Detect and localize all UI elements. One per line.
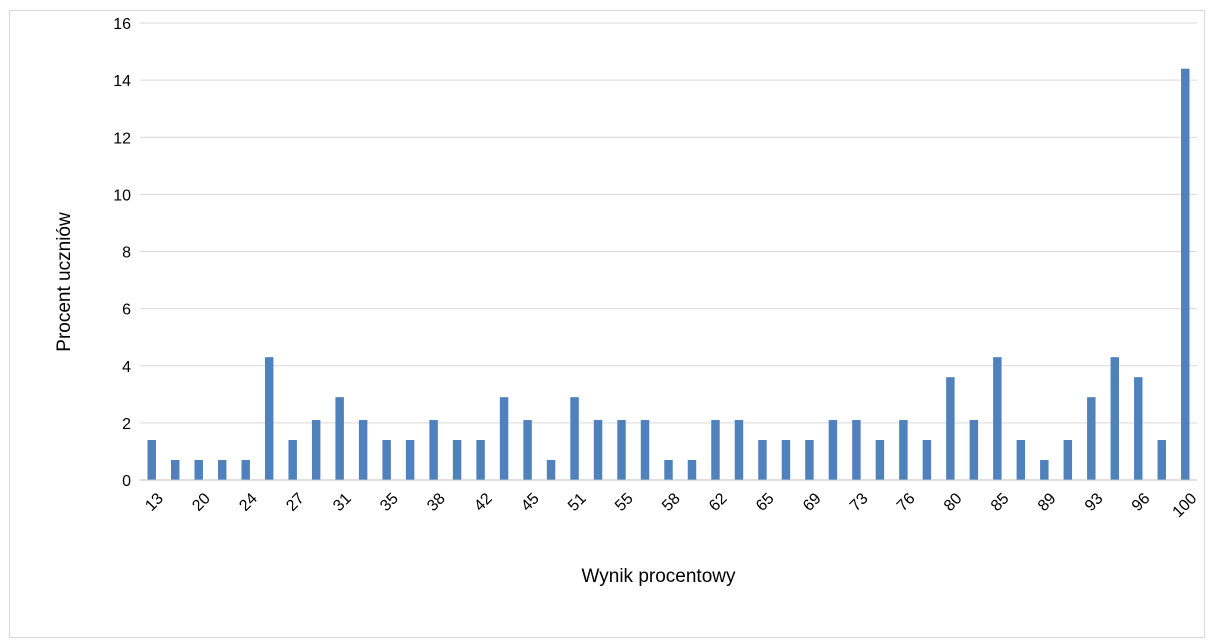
y-tick-label: 16: [113, 16, 131, 33]
gridlines: [140, 22, 1197, 424]
bar: [570, 397, 579, 480]
y-tick-label: 4: [122, 359, 131, 376]
bar: [946, 377, 955, 480]
bar: [499, 397, 509, 480]
x-tick-label: 27: [283, 490, 308, 515]
bar: [993, 357, 1002, 480]
bar: [781, 440, 791, 480]
x-tick-label: 80: [941, 490, 966, 515]
bar: [617, 420, 626, 480]
bar: [1157, 440, 1166, 480]
x-tick-label: 85: [988, 490, 1013, 515]
x-tick-label: 58: [659, 490, 684, 515]
x-tick-label: 65: [753, 490, 778, 515]
bar: [241, 460, 250, 480]
x-tick-label: 20: [189, 490, 214, 515]
bar: [194, 460, 203, 480]
y-axis-tick-labels: 0 2 4 6 8 10 12 14 16: [113, 16, 131, 490]
bar: [758, 440, 767, 480]
x-tick-label: 24: [236, 490, 261, 515]
x-tick-label: 73: [847, 490, 872, 515]
chart-frame: [9, 10, 1205, 638]
bar: [664, 460, 673, 480]
bar: [1134, 377, 1143, 480]
x-axis-title: Wynik procentowy: [582, 566, 736, 587]
x-tick-label: 96: [1129, 490, 1154, 515]
bar: [476, 440, 485, 480]
bar: [1110, 357, 1120, 480]
bar: [335, 397, 344, 480]
y-tick-label: 12: [113, 130, 131, 147]
y-tick-label: 6: [122, 302, 131, 319]
bar: [1087, 397, 1096, 480]
bar: [899, 420, 908, 480]
x-tick-label: 76: [894, 490, 919, 515]
y-tick-label: 2: [122, 416, 131, 433]
bar: [171, 460, 180, 480]
y-tick-label: 10: [113, 187, 131, 204]
x-tick-label: 51: [565, 490, 590, 515]
bar: [147, 440, 156, 480]
bar: [358, 420, 368, 480]
bar: [217, 460, 227, 480]
bar: [429, 420, 438, 480]
bar: [805, 440, 814, 480]
x-tick-label: 69: [800, 490, 825, 515]
x-tick-label: 38: [424, 490, 449, 515]
y-tick-label: 0: [122, 473, 131, 490]
x-tick-label: 100: [1170, 490, 1201, 521]
bar: [546, 460, 556, 480]
x-tick-label: 31: [330, 490, 355, 515]
bar: [311, 420, 321, 480]
bar: [593, 420, 603, 480]
bar: [711, 420, 720, 480]
bar: [523, 420, 532, 480]
x-axis-tick-labels: 13 20 24 27 31 35 38 42 45 51 55 58 62 65 69 73 76 80 85 89…: [142, 490, 1200, 521]
bar: [687, 460, 697, 480]
bar: [734, 420, 744, 480]
x-tick-label: 55: [612, 490, 637, 515]
bar: [405, 440, 415, 480]
bar: [264, 357, 274, 480]
bar: [1040, 460, 1049, 480]
bar: [922, 440, 932, 480]
bars: [147, 68, 1190, 480]
bar: [969, 420, 979, 480]
bar: [1181, 68, 1190, 480]
x-tick-label: 62: [706, 490, 731, 515]
bar: [1063, 440, 1073, 480]
y-axis-title: Procent uczniów: [54, 212, 75, 352]
y-tick-label: 14: [113, 73, 131, 90]
bar: [852, 420, 861, 480]
y-tick-label: 8: [122, 245, 131, 262]
x-tick-label: 45: [518, 490, 543, 515]
bar: [452, 440, 462, 480]
x-tick-label: 42: [471, 490, 496, 515]
bar: [640, 420, 650, 480]
bar: [828, 420, 838, 480]
x-tick-label: 13: [142, 490, 167, 515]
x-tick-label: 35: [377, 490, 402, 515]
x-tick-label: 93: [1082, 490, 1107, 515]
bar: [288, 440, 297, 480]
bar: [1016, 440, 1026, 480]
bar: [382, 440, 391, 480]
bar: [875, 440, 885, 480]
x-tick-label: 89: [1035, 490, 1060, 515]
